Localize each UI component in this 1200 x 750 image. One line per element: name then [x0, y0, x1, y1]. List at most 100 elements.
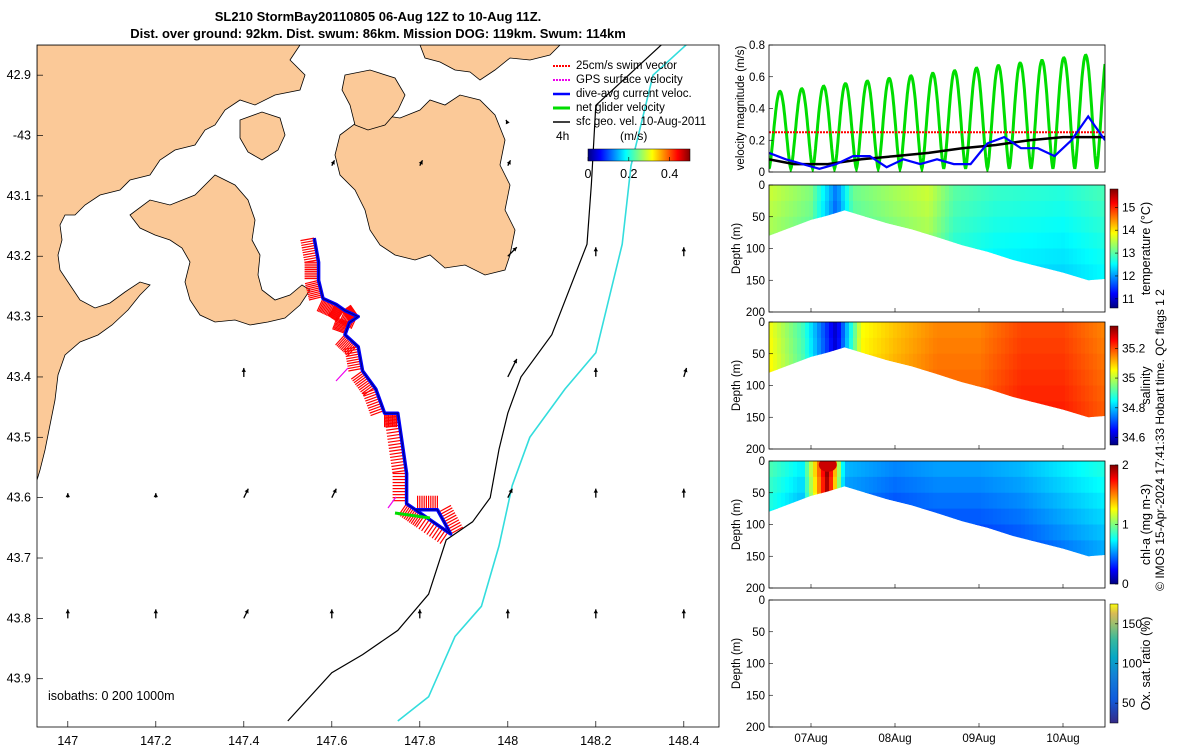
section-cell	[909, 461, 914, 478]
map-xtick-label: 147.8	[404, 734, 435, 748]
map-ytick-label: 43.2	[7, 249, 31, 263]
section-cell	[1057, 492, 1062, 510]
section-cell	[1045, 232, 1050, 250]
section-cell	[885, 322, 890, 339]
section-cell	[969, 322, 974, 339]
section-cell	[941, 476, 946, 494]
section-cell	[1049, 322, 1054, 339]
section-cell	[1077, 461, 1082, 478]
section-cell	[969, 185, 974, 202]
section-cell	[993, 337, 998, 355]
section-cell	[877, 337, 882, 355]
section-cell	[929, 322, 934, 339]
map-ytick-label: 43.9	[7, 672, 31, 686]
section-cell	[1033, 524, 1038, 541]
section-cell	[805, 322, 810, 339]
section-cell	[825, 322, 830, 339]
section-cell	[1045, 248, 1050, 265]
section-cell	[933, 461, 938, 478]
section-cell	[1013, 216, 1018, 234]
swim-vector	[403, 506, 413, 520]
swim-vector	[385, 421, 400, 425]
section-cell	[917, 461, 922, 478]
map-y-axis: 42.9 -43 43.1 43.2 43.3 43.4 43.5 43.6 43.7 43.8 4…	[7, 68, 43, 686]
section-cell	[1037, 461, 1042, 478]
section-cell	[841, 337, 846, 355]
section-cell	[897, 337, 902, 355]
section-cell	[793, 461, 798, 478]
section-cell	[953, 337, 958, 355]
section-cell	[1061, 524, 1066, 541]
section-cell	[1013, 461, 1018, 478]
swim-vector	[391, 466, 406, 471]
section-cell	[1097, 185, 1102, 202]
section-cell	[905, 216, 910, 234]
section-cell	[1001, 369, 1006, 387]
section-cell	[869, 322, 874, 339]
section-cell	[1093, 185, 1098, 202]
section-cell	[1081, 248, 1086, 265]
section-cell	[1085, 337, 1090, 355]
map-xtick-label: 147.6	[316, 734, 347, 748]
section-cell	[1097, 200, 1102, 218]
section-cell	[913, 337, 918, 355]
section-cell	[825, 337, 830, 355]
section-cell	[1089, 461, 1094, 478]
section-cell	[997, 492, 1002, 510]
swim-vector	[389, 451, 404, 456]
section-cell	[1089, 322, 1094, 339]
section-cell	[961, 492, 966, 510]
section-cell	[1037, 385, 1042, 402]
velocity-ytick-label: 0.4	[749, 104, 766, 116]
swim-vector	[343, 341, 354, 353]
section-cell	[941, 492, 946, 510]
section-cell	[1041, 385, 1046, 402]
section-cell	[1069, 232, 1074, 250]
section-cell	[901, 185, 906, 202]
current-arrow	[683, 367, 688, 378]
section-cell	[989, 216, 994, 234]
section-cell	[833, 461, 838, 478]
section-cell	[789, 461, 794, 478]
legend-geo-label: sfc geo. vel. 10-Aug-2011	[576, 116, 706, 128]
section-cell	[801, 322, 806, 339]
section-cell	[905, 337, 910, 355]
section-cell	[1093, 476, 1098, 494]
section-cell	[989, 322, 994, 339]
section-cell	[885, 200, 890, 218]
swim-vector	[301, 244, 316, 249]
swim-vector	[370, 410, 384, 417]
section-cell	[949, 461, 954, 478]
section-cell	[997, 476, 1002, 494]
section-cell	[937, 461, 942, 478]
section-cell	[1053, 353, 1058, 371]
section-cell	[1025, 248, 1030, 265]
current-arrow	[593, 609, 598, 619]
section-cell	[857, 461, 862, 478]
section-cell	[1041, 185, 1046, 202]
section-cell	[1073, 322, 1078, 339]
section-cell	[1053, 476, 1058, 494]
section-cell	[1025, 492, 1030, 510]
section-cell	[985, 185, 990, 202]
glider-track-core	[313, 238, 452, 535]
swim-vector	[363, 390, 377, 397]
section-cell	[769, 322, 774, 339]
land-tasman	[334, 94, 516, 276]
section-cell	[973, 216, 978, 234]
section-cell	[1041, 322, 1046, 339]
section-cell	[957, 185, 962, 202]
section-cell	[897, 492, 902, 510]
swim-vector	[345, 353, 360, 358]
section-cell	[781, 476, 786, 494]
swim-vector	[319, 299, 327, 313]
section-cell	[1041, 232, 1046, 250]
map-xtick-label: 147.4	[228, 734, 259, 748]
section-cell	[1073, 461, 1078, 478]
section-cell	[1029, 337, 1034, 355]
section-cell	[769, 200, 774, 218]
section-colorbar-tick-label: 1	[1122, 518, 1129, 532]
section-cell	[1037, 322, 1042, 339]
swim-vector	[300, 239, 315, 244]
section-cell	[801, 461, 806, 478]
